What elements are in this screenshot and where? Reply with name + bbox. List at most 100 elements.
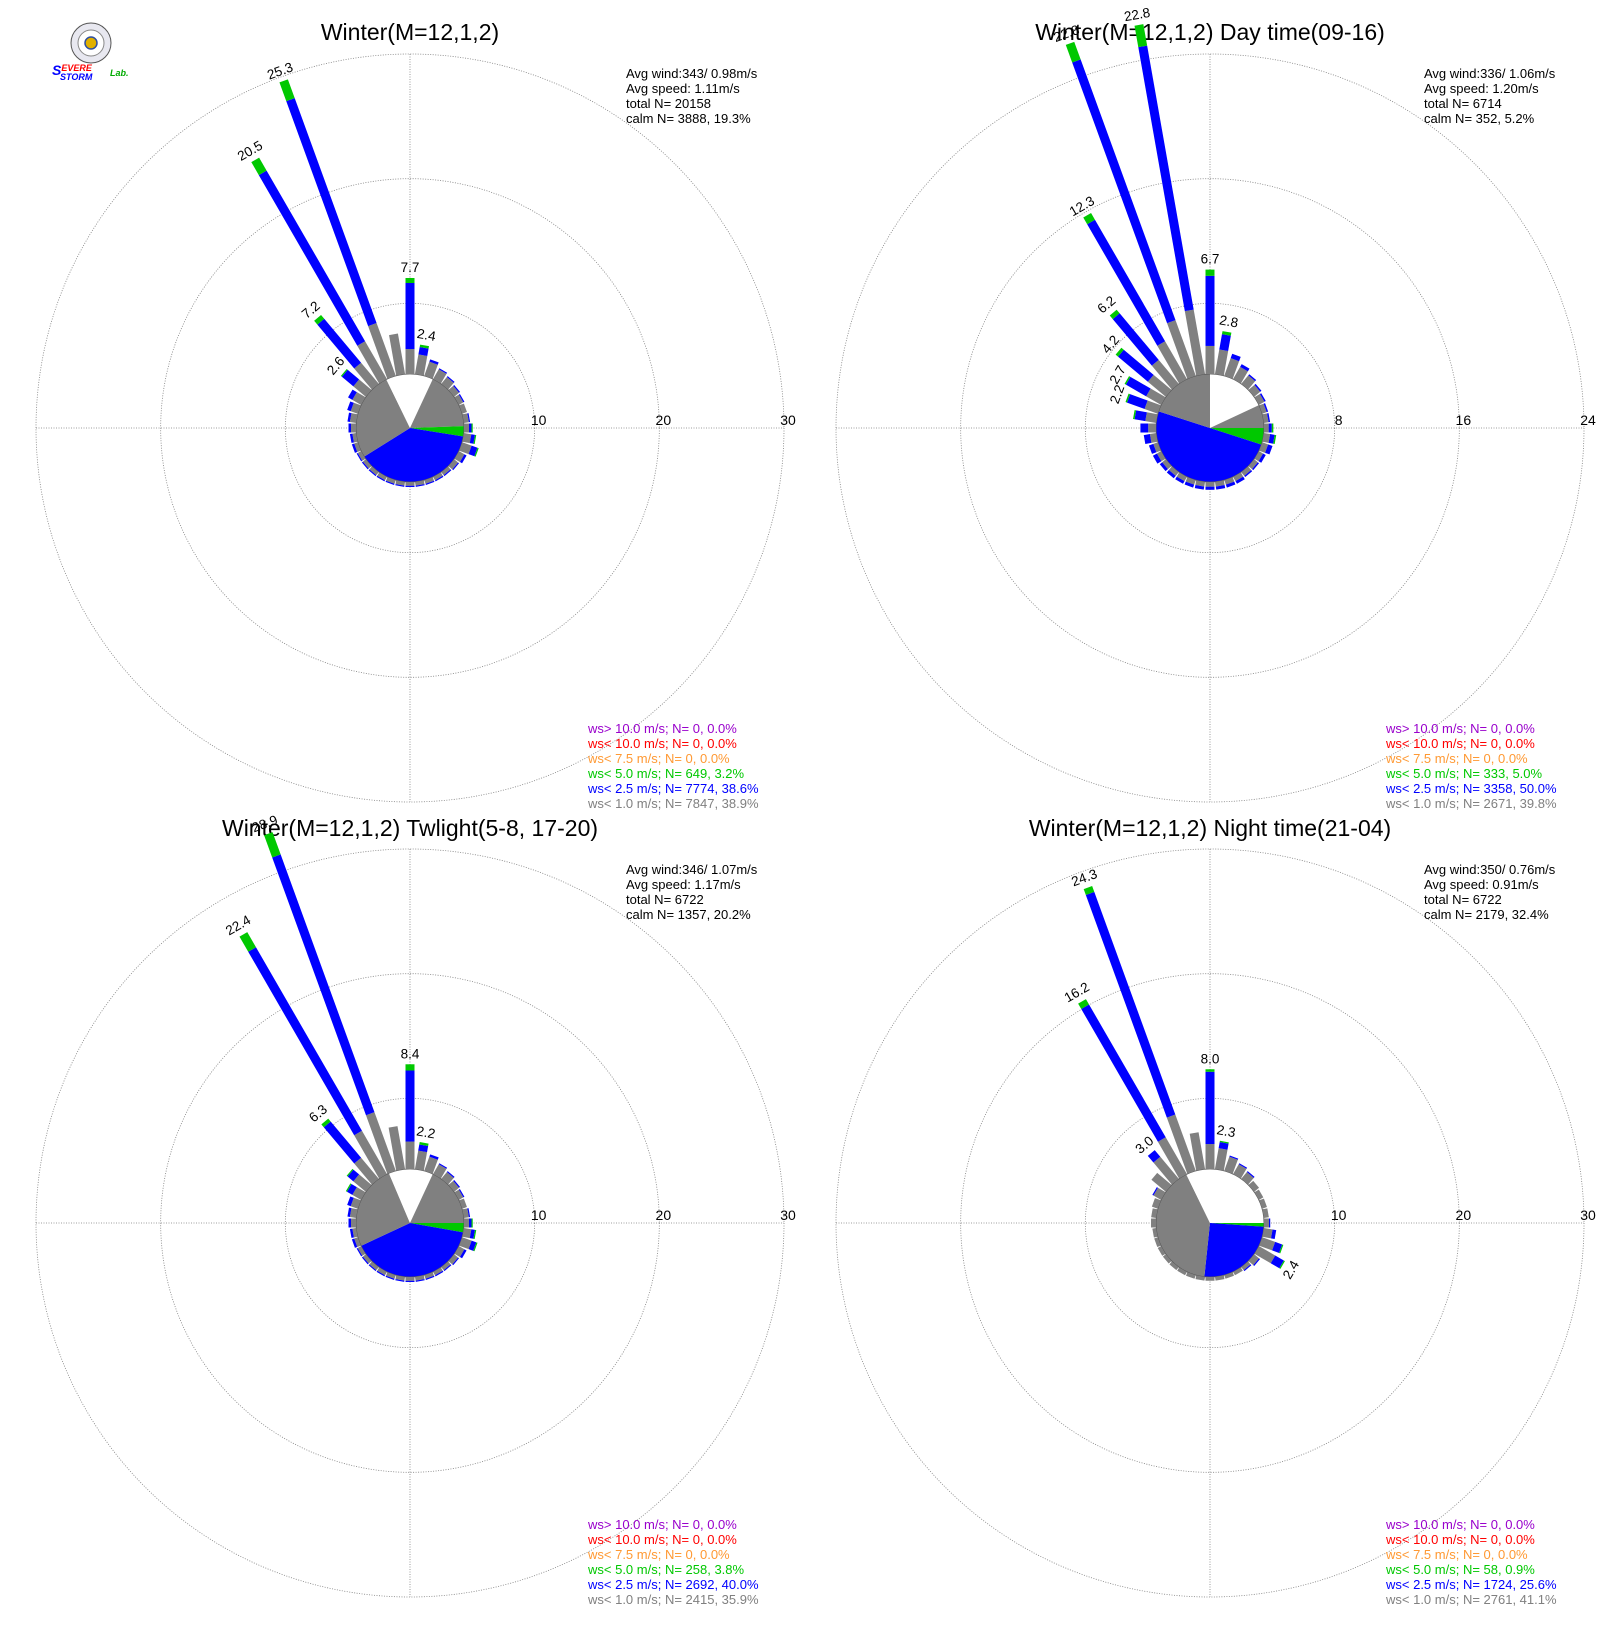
bar-segment-lt25 [1230, 353, 1241, 362]
bar-segment-lt25 [1254, 383, 1262, 392]
bar-dir-240 [1152, 451, 1166, 464]
bar-dir-190 [1195, 1275, 1206, 1281]
bar-segment-lt1 [1157, 341, 1187, 384]
bar-segment-lt25 [1143, 434, 1152, 444]
bar-segment-lt1 [377, 472, 387, 481]
legend-entry-gt10: ws> 10.0 m/s; N= 0, 0.0% [1385, 1517, 1535, 1532]
bar-dir-20 [424, 359, 439, 379]
bar-dir-190 [395, 1275, 406, 1282]
bar-dir-30 [433, 368, 448, 384]
bar-segment-lt1 [350, 402, 361, 414]
bar-segment-lt25 [425, 480, 435, 485]
bar-segment-lt25 [443, 469, 452, 477]
bar-dir-290 [347, 1196, 361, 1209]
bar-segment-lt1 [424, 1156, 438, 1174]
bar-segment-lt5 [471, 1218, 473, 1228]
bar-segment-lt25 [1244, 470, 1253, 478]
bar-dir-50 [1248, 383, 1262, 397]
pie-slice-calm [1210, 374, 1259, 428]
bar-segment-lt1 [462, 432, 472, 444]
bar-segment-lt25 [1152, 453, 1162, 464]
bar-segment-lt5 [419, 1142, 429, 1147]
ring-label-30: 30 [780, 412, 796, 428]
bar-segment-lt1 [1254, 393, 1265, 405]
bar-segment-lt1 [448, 1180, 460, 1192]
bar-dir-150 [433, 1267, 444, 1277]
bar-segment-lt25 [376, 1270, 386, 1277]
bar-dir-140 [1241, 1261, 1252, 1272]
legend-entry-lt5: ws< 5.0 m/s; N= 58, 0.9% [1385, 1562, 1535, 1577]
bar-segment-lt5 [314, 314, 325, 325]
bar-segment-lt5 [321, 1118, 331, 1128]
bar-dir-280 [347, 1207, 358, 1219]
bar-segment-lt5 [1205, 269, 1215, 276]
bar-segment-lt25 [1263, 403, 1269, 413]
bar-segment-lt25 [438, 1163, 448, 1169]
bar-segment-lt1 [1153, 1156, 1179, 1185]
bar-segment-lt1 [1169, 1261, 1179, 1271]
bar-dir-90 [1263, 423, 1274, 433]
bar-segment-lt1 [1262, 1227, 1273, 1239]
bar-segment-lt1 [1157, 1137, 1187, 1179]
bar-segment-lt25 [452, 1257, 460, 1266]
bar-segment-lt1 [454, 451, 465, 463]
bar-segment-lt1 [377, 1267, 387, 1276]
bar-segment-lt1 [454, 1189, 464, 1200]
bar-segment-lt25 [376, 475, 386, 482]
bar-segment-lt1 [1154, 1237, 1161, 1247]
bar-segment-lt1 [424, 1272, 434, 1279]
bar-segment-lt1 [462, 1227, 472, 1239]
bar-segment-lt25 [469, 1229, 476, 1239]
bar-segment-lt25 [317, 318, 362, 369]
bar-segment-lt25 [1225, 481, 1236, 488]
bar-dir-310 [1151, 1172, 1172, 1192]
bar-segment-lt25 [1085, 891, 1176, 1118]
bar-dir-160 [424, 1272, 435, 1280]
bar-dir-210 [376, 1267, 387, 1277]
bar-segment-lt5 [1221, 331, 1232, 336]
logo-text-torm: TORM [66, 72, 93, 82]
bar-segment-lt5 [1109, 309, 1120, 320]
bar-segment-lt25 [356, 1247, 363, 1257]
bar-segment-lt1 [459, 1198, 467, 1209]
bar-segment-lt1 [1195, 1275, 1206, 1281]
bar-segment-lt25 [1194, 485, 1205, 490]
bar-label: 2.4 [416, 326, 438, 344]
bar-segment-lt1 [441, 1172, 454, 1185]
bar-dir-290: 2.2 [1107, 383, 1161, 414]
bar-segment-lt1 [459, 403, 467, 414]
bar-dir-290 [347, 401, 361, 414]
bar-dir-110 [459, 442, 479, 457]
bar-segment-lt25 [1205, 275, 1215, 346]
bar-segment-lt25 [368, 469, 377, 477]
bar-label: 6.7 [1201, 252, 1220, 267]
stats-line2: Avg speed: 1.11m/s [626, 81, 740, 96]
bar-segment-lt1 [354, 442, 361, 452]
stats-line1: Avg wind:346/ 1.07m/s [626, 862, 758, 877]
bar-dir-290 [1151, 1198, 1161, 1209]
bar-segment-lt25 [429, 359, 439, 365]
bar-segment-lt25 [248, 947, 362, 1136]
bar-dir-0: 7.7 [401, 260, 419, 374]
bar-segment-lt5 [1125, 393, 1131, 403]
bar-segment-lt1 [349, 413, 358, 424]
bar-dir-260 [349, 432, 358, 443]
legend-entry-gt10: ws> 10.0 m/s; N= 0, 0.0% [587, 721, 737, 736]
ring-10 [284, 1097, 536, 1349]
bar-segment-lt1 [354, 1157, 379, 1185]
bar-segment-lt1 [1184, 309, 1206, 376]
panel-winter: Winter(M=12,1,2)10 20 307.72.42.67.220.525… [35, 19, 796, 811]
bar-segment-lt1 [441, 466, 451, 476]
bar-segment-lt1 [1262, 413, 1269, 424]
bar-dir-250 [1148, 442, 1161, 454]
bar-segment-lt1 [405, 1277, 415, 1281]
bar-segment-lt1 [351, 1218, 356, 1228]
bar-segment-lt1 [1241, 466, 1252, 476]
bar-dir-140 [441, 466, 452, 477]
bar-dir-110 [1259, 1237, 1284, 1254]
bar-segment-lt1 [1214, 349, 1229, 376]
bar-segment-lt1 [353, 379, 372, 397]
bar-segment-lt1 [1148, 423, 1157, 433]
bar-segment-lt25 [348, 1218, 352, 1228]
